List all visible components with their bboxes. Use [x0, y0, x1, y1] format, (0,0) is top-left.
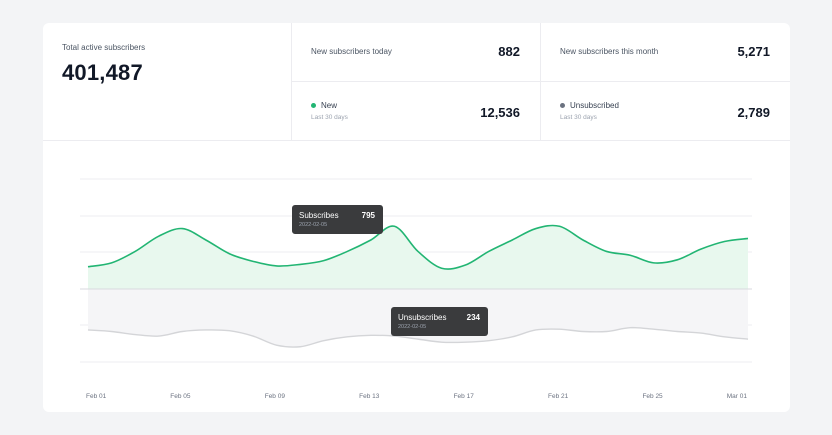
unsubscribes-line — [87, 326, 749, 348]
stats-panel: Total active subscribers 401,487 New sub… — [43, 23, 790, 141]
subscribes-tooltip-value: 795 — [361, 211, 375, 220]
new-subscribers-month-stat: New subscribers this month 5,271 — [541, 23, 790, 82]
x-tick-label: Feb 09 — [265, 393, 286, 400]
subscriptions-chart: Feb 01 Feb 05 Feb 09 Feb 13 Feb 17 Feb 21 Feb … — [43, 141, 790, 412]
new-value: 12,536 — [480, 105, 520, 120]
new-subscribers-today-stat: New subscribers today 882 — [292, 23, 541, 82]
subscribes-tooltip-label: Subscribes — [299, 211, 339, 220]
new-dot-icon — [311, 103, 316, 108]
unsubscribes-tooltip-label: Unsubscribes — [398, 313, 447, 322]
x-tick-label: Mar 01 — [727, 393, 748, 400]
unsubscribes-tooltip-value: 234 — [466, 313, 480, 322]
subscribers-card: Total active subscribers 401,487 New sub… — [43, 23, 790, 412]
chart-svg: Feb 01 Feb 05 Feb 09 Feb 13 Feb 17 Feb 21 Feb … — [80, 178, 752, 400]
total-active-subscribers-stat: Total active subscribers 401,487 — [43, 23, 292, 141]
total-active-subscribers-value: 401,487 — [62, 60, 143, 85]
unsubscribes-tooltip: Unsubscribes 234 2022-02-05 — [391, 307, 488, 336]
new-subscribers-month-value: 5,271 — [737, 44, 770, 59]
subscribes-tooltip: Subscribes 795 2022-02-05 — [292, 205, 383, 234]
new-subscribers-today-label: New subscribers today — [311, 47, 392, 56]
new-sublabel: Last 30 days — [311, 114, 348, 121]
subscribes-tooltip-date: 2022-02-05 — [299, 222, 328, 228]
unsubscribed-dot-icon — [560, 103, 565, 108]
total-active-subscribers-label: Total active subscribers — [62, 43, 146, 52]
x-tick-label: Feb 17 — [454, 393, 475, 400]
x-tick-label: Feb 13 — [359, 393, 380, 400]
new-subscribers-today-value: 882 — [498, 44, 520, 59]
x-tick-label: Feb 21 — [548, 393, 569, 400]
unsubscribed-label: Unsubscribed — [570, 101, 619, 110]
unsubscribed-last-30-days-stat: Unsubscribed Last 30 days 2,789 — [541, 82, 790, 141]
new-subscribers-month-label: New subscribers this month — [560, 47, 659, 56]
subscribes-line — [87, 224, 749, 270]
x-tick-label: Feb 01 — [86, 393, 107, 400]
new-last-30-days-stat: New Last 30 days 12,536 — [292, 82, 541, 141]
unsubscribed-value: 2,789 — [737, 105, 770, 120]
x-tick-label: Feb 25 — [642, 393, 663, 400]
x-tick-label: Feb 05 — [170, 393, 191, 400]
subscribes-area — [88, 225, 748, 289]
unsubscribes-tooltip-date: 2022-02-05 — [398, 324, 427, 330]
unsubscribed-sublabel: Last 30 days — [560, 114, 597, 121]
new-label: New — [321, 101, 338, 110]
